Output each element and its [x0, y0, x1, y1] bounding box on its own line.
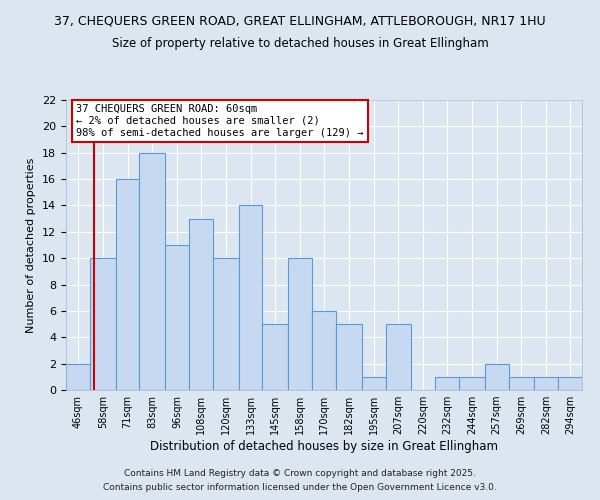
Bar	[509, 377, 535, 390]
Bar	[459, 377, 485, 390]
Text: 37, CHEQUERS GREEN ROAD, GREAT ELLINGHAM, ATTLEBOROUGH, NR17 1HU: 37, CHEQUERS GREEN ROAD, GREAT ELLINGHAM…	[54, 15, 546, 28]
Bar	[213, 258, 239, 390]
Text: Contains public sector information licensed under the Open Government Licence v3: Contains public sector information licen…	[103, 484, 497, 492]
Bar	[189, 218, 213, 390]
Bar	[139, 152, 165, 390]
Text: Size of property relative to detached houses in Great Ellingham: Size of property relative to detached ho…	[112, 38, 488, 51]
Bar	[116, 179, 139, 390]
Bar	[362, 377, 386, 390]
Bar	[66, 364, 90, 390]
Bar	[262, 324, 288, 390]
Bar	[535, 377, 558, 390]
Bar	[312, 311, 336, 390]
Bar	[90, 258, 116, 390]
Bar	[558, 377, 582, 390]
Bar	[336, 324, 362, 390]
Y-axis label: Number of detached properties: Number of detached properties	[26, 158, 37, 332]
Bar	[165, 245, 189, 390]
Text: Contains HM Land Registry data © Crown copyright and database right 2025.: Contains HM Land Registry data © Crown c…	[124, 468, 476, 477]
Bar	[386, 324, 412, 390]
Bar	[485, 364, 509, 390]
X-axis label: Distribution of detached houses by size in Great Ellingham: Distribution of detached houses by size …	[150, 440, 498, 453]
Text: 37 CHEQUERS GREEN ROAD: 60sqm
← 2% of detached houses are smaller (2)
98% of sem: 37 CHEQUERS GREEN ROAD: 60sqm ← 2% of de…	[76, 104, 364, 138]
Bar	[435, 377, 459, 390]
Bar	[288, 258, 312, 390]
Bar	[239, 206, 262, 390]
